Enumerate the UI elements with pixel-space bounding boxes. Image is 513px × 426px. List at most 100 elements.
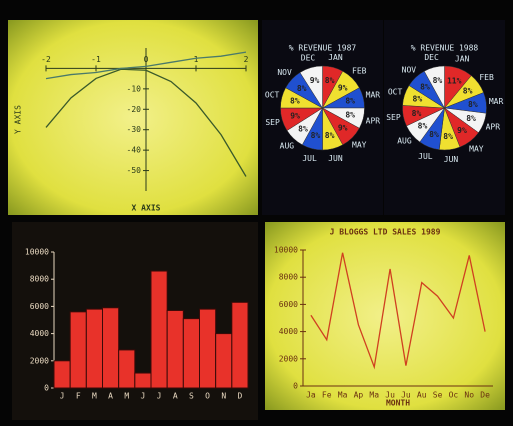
- month-label: MAR: [366, 91, 381, 100]
- x-tick-label: Ma: [338, 391, 348, 400]
- x-tick-label: De: [480, 391, 490, 400]
- month-label: JUL: [418, 152, 433, 161]
- slice-label: 8%: [325, 76, 335, 85]
- x-tick-label: Ja: [306, 391, 316, 400]
- month-label: FEB: [479, 73, 494, 82]
- slice-label: 8%: [443, 132, 453, 141]
- month-label: MAY: [352, 140, 367, 149]
- slice-label: 8%: [298, 124, 308, 133]
- y-tick-label: -30: [127, 125, 142, 134]
- month-label: APR: [366, 116, 381, 125]
- x-tick-label: M: [92, 392, 97, 401]
- y-tick-label: -40: [127, 146, 142, 155]
- y-tick-label: 6000: [279, 300, 298, 309]
- month-label: OCT: [265, 91, 280, 100]
- bar: [200, 309, 216, 388]
- slice-label: 8%: [418, 122, 428, 131]
- slice-label: 8%: [433, 76, 443, 85]
- y-tick-label: 10000: [274, 246, 298, 255]
- month-label: APR: [486, 123, 501, 132]
- y-tick-label: -50: [127, 166, 142, 175]
- screen: -10-20-30-40-50-2-1012X AXISY AXIS% REVE…: [0, 0, 513, 426]
- x-tick-label: O: [205, 392, 210, 401]
- y-tick-label: 0: [293, 382, 298, 391]
- x-tick-label: 2: [244, 55, 249, 64]
- bar: [86, 309, 102, 388]
- bar: [119, 350, 135, 388]
- month-label: SEP: [386, 113, 401, 122]
- slice-label: 8%: [290, 96, 300, 105]
- y-axis-label: Y AXIS: [14, 105, 23, 134]
- month-label: MAY: [469, 145, 484, 154]
- month-label: JAN: [455, 55, 470, 64]
- slice-label: 8%: [325, 131, 335, 140]
- month-label: JUN: [328, 154, 343, 163]
- x-tick-label: -2: [41, 55, 51, 64]
- slice-label: 9%: [310, 76, 320, 85]
- month-label: DEC: [424, 53, 439, 62]
- month-label: FEB: [352, 67, 367, 76]
- y-tick-label: 0: [44, 384, 49, 393]
- month-label: NOV: [402, 66, 417, 75]
- slice-label: 8%: [311, 131, 321, 140]
- y-tick-label: 8000: [279, 273, 298, 282]
- month-label: AUG: [397, 137, 412, 146]
- bar: [216, 334, 232, 388]
- slice-label: 8%: [412, 109, 422, 118]
- x-tick-label: J: [141, 392, 146, 401]
- bar: [167, 310, 183, 388]
- x-tick-label: No: [464, 391, 474, 400]
- x-tick-label: J: [60, 392, 65, 401]
- month-label: MAR: [489, 97, 504, 106]
- slice-label: 9%: [338, 124, 348, 133]
- slice-label: 9%: [457, 126, 467, 135]
- slice-label: 8%: [463, 87, 473, 96]
- chart-title: % REVENUE 1988: [411, 44, 479, 53]
- panel-background: [8, 20, 258, 215]
- bar: [70, 312, 86, 388]
- bar: [135, 373, 151, 388]
- y-tick-label: 8000: [30, 275, 49, 284]
- x-tick-label: Se: [433, 391, 443, 400]
- x-tick-label: -1: [91, 55, 101, 64]
- x-axis-label: X AXIS: [132, 204, 161, 213]
- bar: [183, 319, 199, 388]
- x-tick-label: S: [189, 392, 194, 401]
- x-tick-label: D: [238, 392, 243, 401]
- month-label: OCT: [388, 87, 403, 96]
- month-label: JUL: [302, 154, 317, 163]
- bar: [151, 271, 167, 388]
- chart-title: J BLOGGS LTD SALES 1989: [330, 228, 441, 237]
- x-axis-label: MONTH: [386, 399, 410, 408]
- bar: [103, 308, 119, 388]
- slice-label: 11%: [447, 77, 462, 86]
- y-tick-label: 4000: [279, 327, 298, 336]
- slice-label: 8%: [345, 111, 355, 120]
- y-tick-label: 2000: [279, 354, 298, 363]
- bar: [232, 302, 248, 388]
- month-label: JAN: [328, 53, 343, 62]
- x-tick-label: J: [157, 392, 162, 401]
- slice-label: 8%: [297, 84, 307, 93]
- x-tick-label: N: [221, 392, 226, 401]
- y-tick-label: 10000: [25, 248, 49, 257]
- x-tick-label: Au: [417, 391, 427, 400]
- month-label: JUN: [444, 155, 459, 164]
- y-tick-label: -20: [127, 105, 142, 114]
- y-tick-label: 4000: [30, 329, 49, 338]
- month-label: DEC: [301, 54, 316, 63]
- slice-label: 9%: [338, 83, 348, 92]
- month-label: NOV: [277, 68, 292, 77]
- x-tick-label: 1: [194, 55, 199, 64]
- bar: [54, 361, 70, 388]
- y-tick-label: 2000: [30, 356, 49, 365]
- page: {"chart_data": [ {"type": "line", "x_lab…: [0, 0, 513, 426]
- x-tick-label: A: [173, 392, 178, 401]
- x-tick-label: Ap: [354, 391, 364, 400]
- x-tick-label: Ma: [369, 391, 379, 400]
- y-tick-label: 6000: [30, 302, 49, 311]
- slice-label: 8%: [429, 130, 439, 139]
- slice-label: 8%: [413, 95, 423, 104]
- month-label: AUG: [280, 141, 295, 150]
- x-tick-label: 0: [144, 55, 149, 64]
